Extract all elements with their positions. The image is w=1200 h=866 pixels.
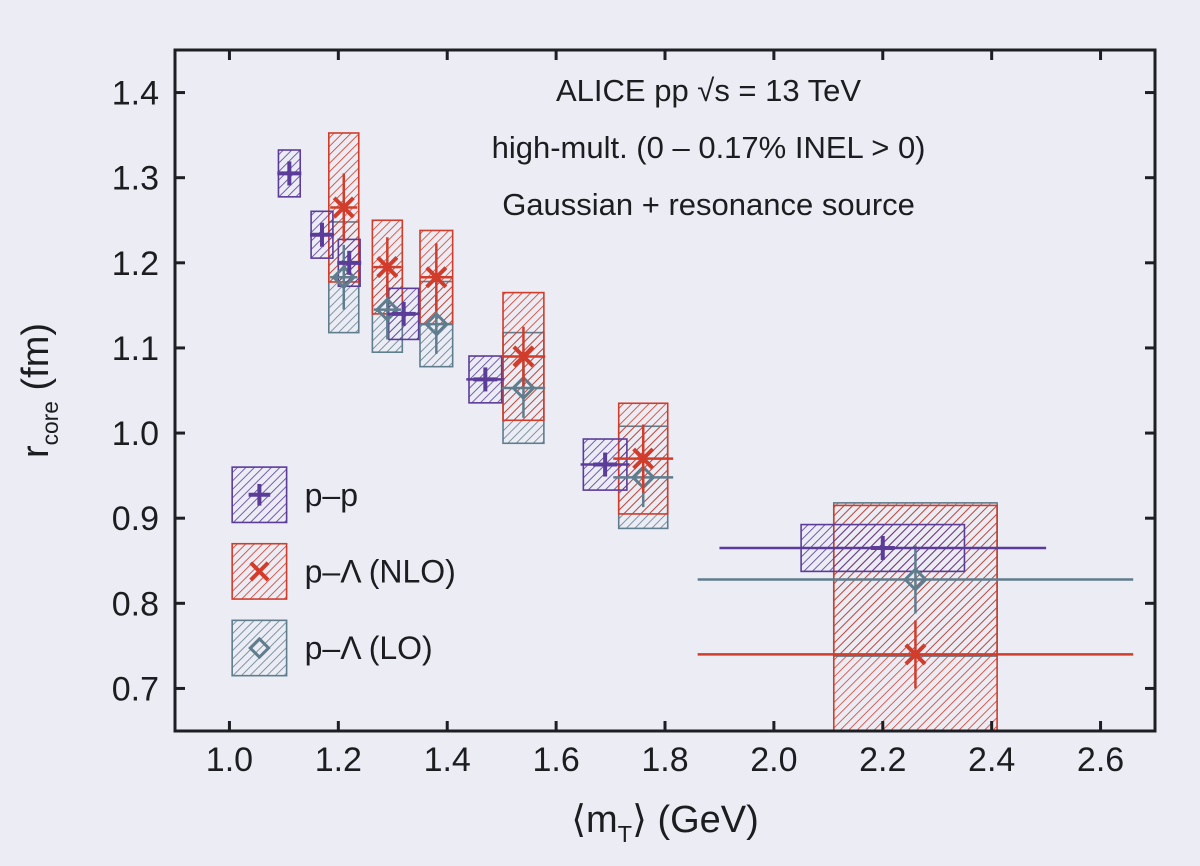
y-tick-label: 0.9 <box>112 500 159 538</box>
y-tick-label: 1.3 <box>112 160 159 198</box>
legend-label: p–p <box>305 477 358 513</box>
legend-label: p–Λ (LO) <box>305 630 433 666</box>
x-tick-label: 2.6 <box>1077 741 1124 779</box>
y-tick-label: 1.0 <box>112 415 159 453</box>
x-tick-label: 1.4 <box>424 741 471 779</box>
x-tick-label: 1.6 <box>532 741 579 779</box>
x-axis-label: ⟨mT⟩ (GeV) <box>571 799 759 847</box>
x-tick-label: 2.2 <box>859 741 906 779</box>
y-tick-label: 1.1 <box>112 330 159 368</box>
annotation-line: Gaussian + resonance source <box>502 187 915 222</box>
x-tick-label: 2.4 <box>968 741 1015 779</box>
x-tick-label: 1.8 <box>641 741 688 779</box>
y-tick-label: 1.4 <box>112 75 159 113</box>
x-tick-label: 2.0 <box>750 741 797 779</box>
chart-container: 1.0 1.2 1.4 1.6 1.8 2.0 2.2 2.4 2.6 0.7 0.8 0.9 1.0 1… <box>0 0 1200 866</box>
x-tick-label: 1.0 <box>206 741 253 779</box>
y-tick-label: 1.2 <box>112 245 159 283</box>
x-tick-label: 1.2 <box>315 741 362 779</box>
annotation-line: ALICE pp √s = 13 TeV <box>556 73 861 108</box>
legend-label: p–Λ (NLO) <box>305 553 456 589</box>
y-tick-label: 0.8 <box>112 585 159 623</box>
annotation-line: high-mult. (0 – 0.17% INEL > 0) <box>492 130 926 165</box>
y-tick-label: 0.7 <box>112 670 159 708</box>
